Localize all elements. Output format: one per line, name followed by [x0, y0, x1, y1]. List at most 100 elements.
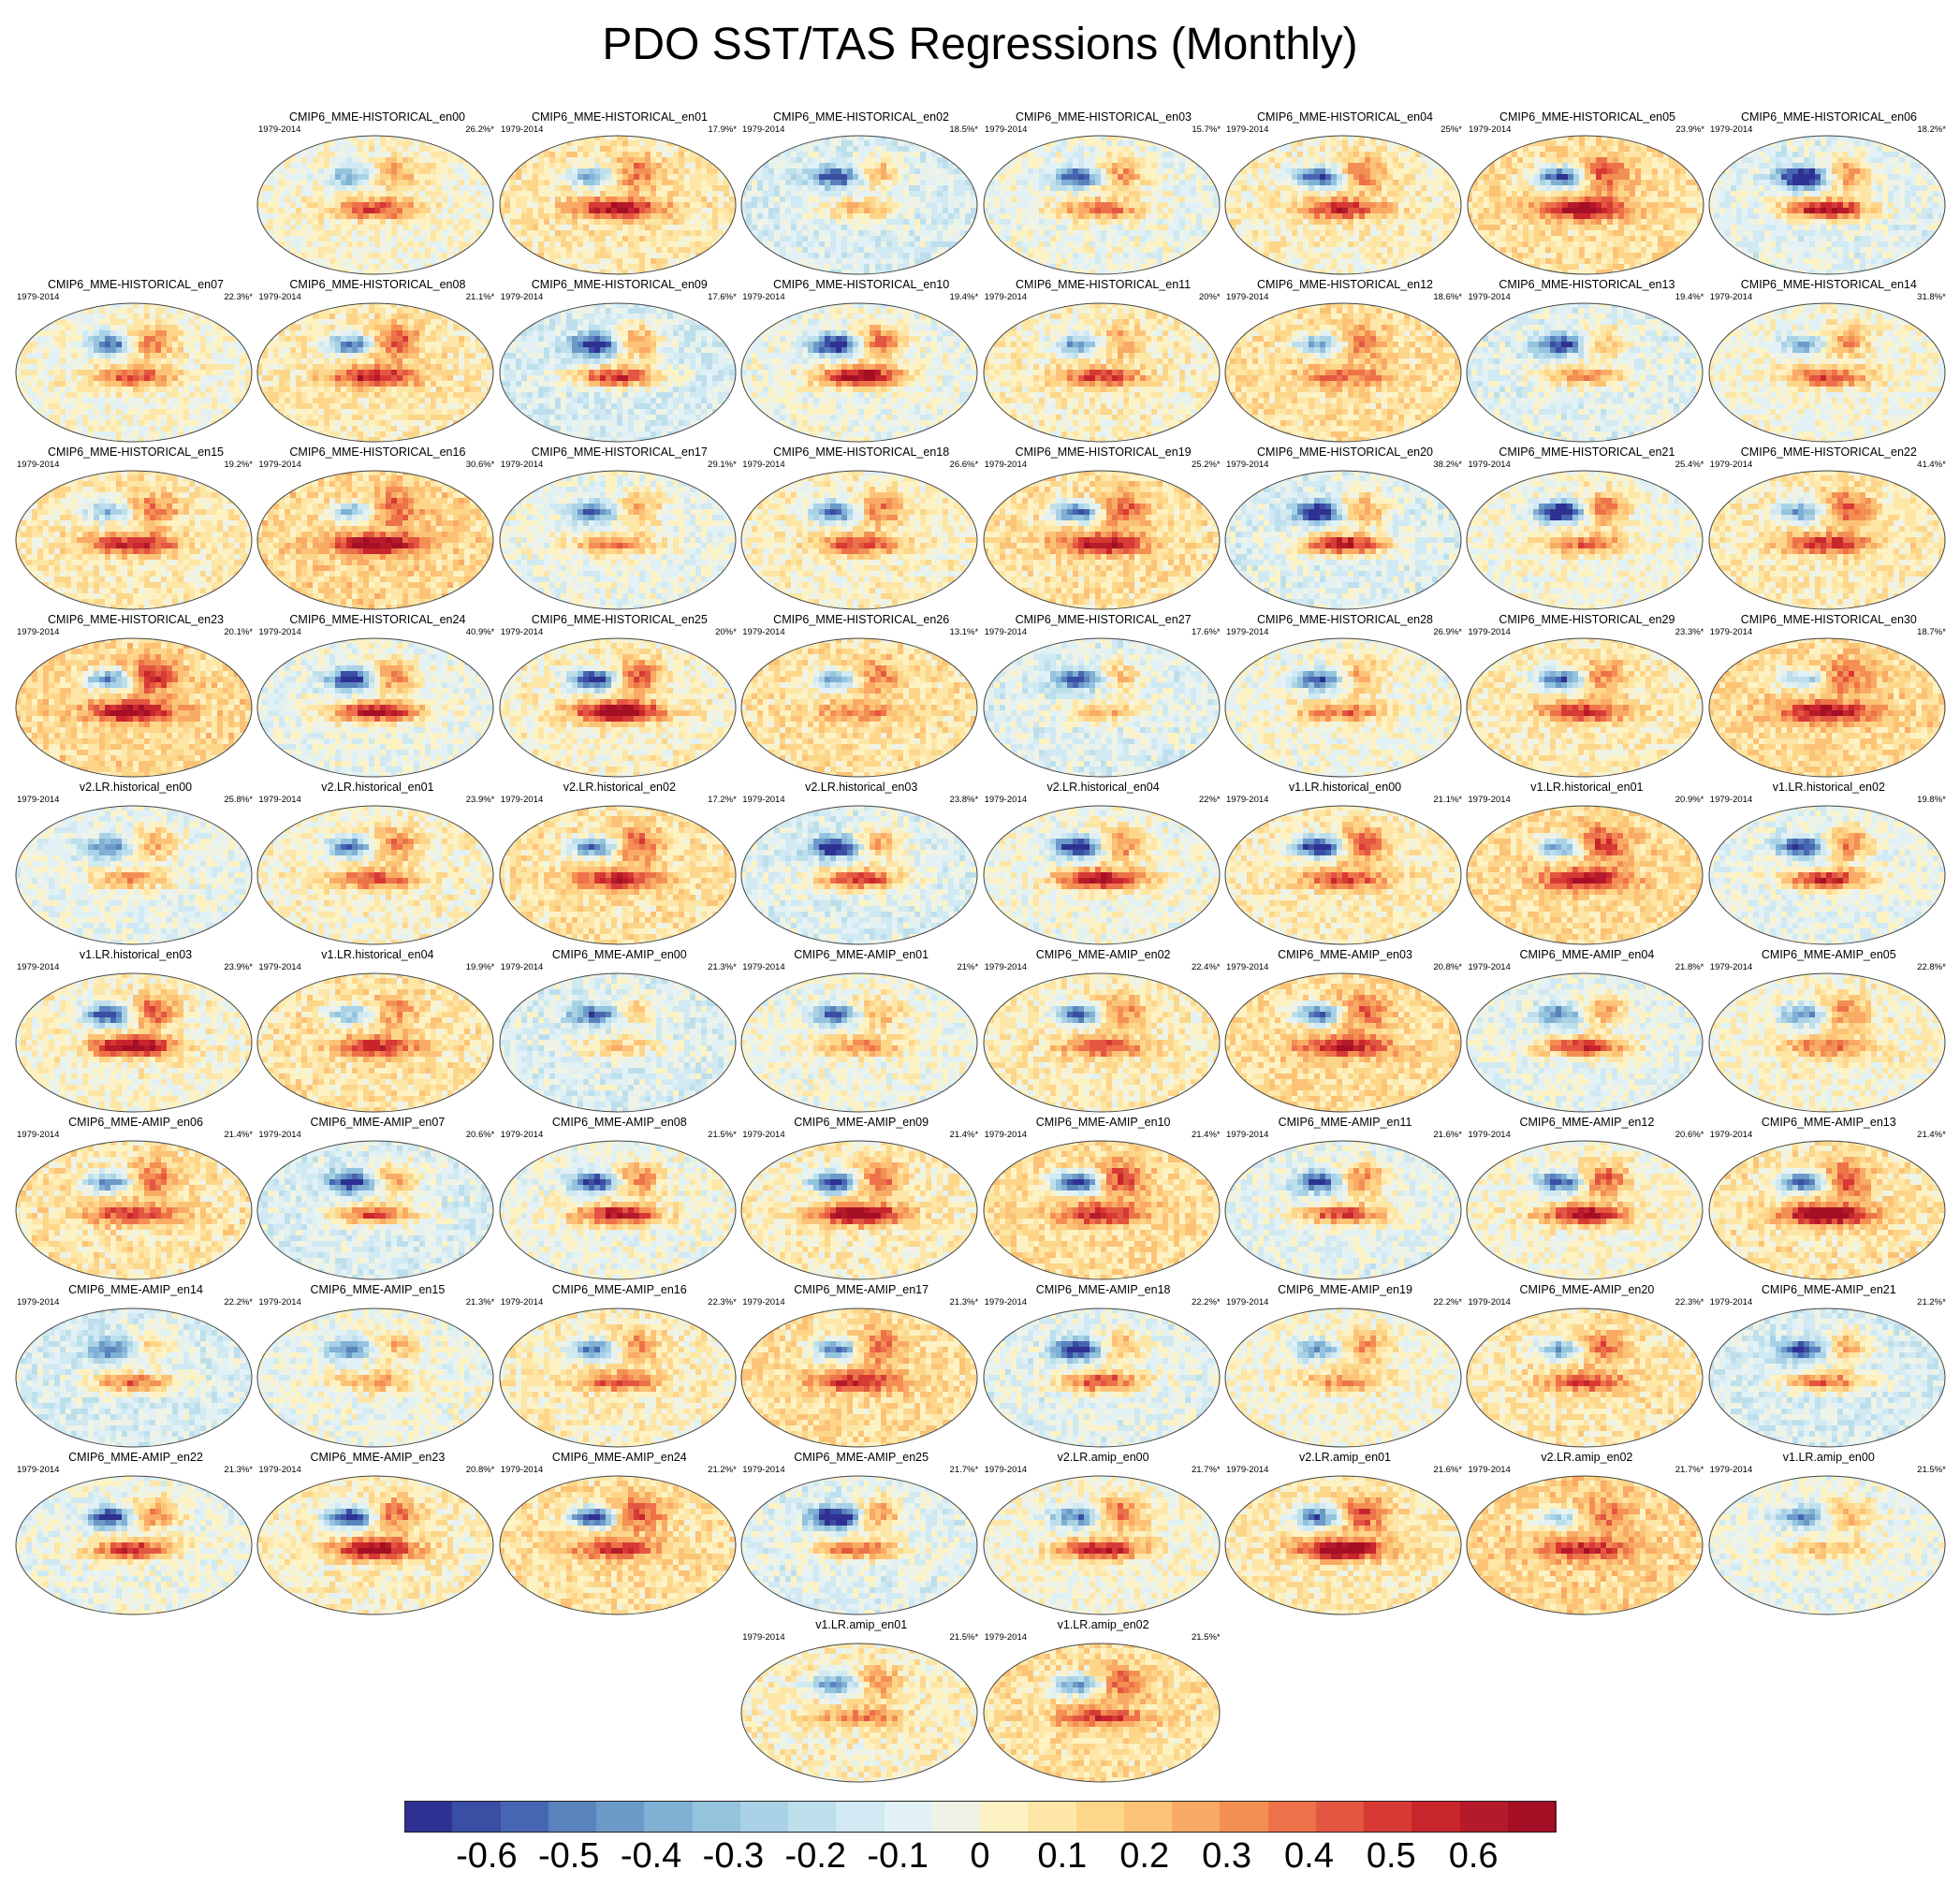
map-panel: CMIP6_MME-HISTORICAL_en29 1979-2014 23.3%* — [1466, 613, 1707, 778]
panel-variance: 20.6%* — [466, 1130, 495, 1140]
panel-title: CMIP6_MME-HISTORICAL_en02 — [740, 110, 982, 124]
panel-variance: 22.3%* — [708, 1297, 737, 1307]
panel-variance: 20.8%* — [466, 1465, 495, 1475]
panel-period: 1979-2014 — [1226, 1297, 1268, 1307]
panel-variance: 21.7%* — [950, 1465, 979, 1475]
regression-map — [1467, 135, 1704, 275]
panel-period: 1979-2014 — [985, 795, 1027, 805]
panel-variance: 17.9%* — [708, 124, 737, 135]
colorbar-tick-label: 0.2 — [1119, 1836, 1169, 1877]
panel-title: v1.LR.historical_en04 — [256, 948, 498, 961]
map-panel: v2.LR.historical_en00 1979-2014 25.8%* — [15, 781, 256, 945]
panel-title: CMIP6_MME-HISTORICAL_en18 — [740, 446, 982, 459]
regression-map — [1708, 805, 1946, 945]
panel-variance: 25.4%* — [1675, 460, 1704, 470]
colorbar-tick-label: 0.6 — [1449, 1836, 1499, 1877]
panel-title: CMIP6_MME-AMIP_en20 — [1466, 1283, 1707, 1296]
regression-map — [1466, 1475, 1704, 1615]
panel-title: CMIP6_MME-AMIP_en01 — [740, 948, 982, 961]
panel-title: CMIP6_MME-AMIP_en00 — [499, 948, 740, 961]
panel-period: 1979-2014 — [742, 1465, 784, 1475]
panel-title: CMIP6_MME-HISTORICAL_en13 — [1466, 278, 1707, 291]
panel-period: 1979-2014 — [258, 1297, 300, 1307]
map-panel: CMIP6_MME-AMIP_en03 1979-2014 20.8%* — [1224, 948, 1466, 1113]
panel-variance: 19.9%* — [466, 962, 495, 972]
regression-map — [1224, 637, 1462, 778]
map-panel: CMIP6_MME-AMIP_en23 1979-2014 20.8%* — [256, 1451, 498, 1615]
regression-map — [15, 972, 253, 1113]
map-panel: CMIP6_MME-AMIP_en07 1979-2014 20.6%* — [256, 1116, 498, 1280]
panel-variance: 17.6%* — [708, 292, 737, 302]
map-panel: CMIP6_MME-HISTORICAL_en02 1979-2014 18.5%* — [740, 110, 982, 275]
panel-period: 1979-2014 — [1226, 962, 1268, 972]
regression-map — [256, 637, 494, 778]
panel-variance: 18.5%* — [949, 124, 978, 135]
regression-map — [740, 1140, 978, 1280]
panel-period: 1979-2014 — [1468, 1465, 1510, 1475]
colorbar-tick-label: -0.2 — [785, 1836, 846, 1877]
panel-period: 1979-2014 — [258, 1465, 300, 1475]
map-panel: CMIP6_MME-HISTORICAL_en20 1979-2014 38.2%* — [1224, 446, 1466, 610]
panel-variance: 23.3%* — [1675, 627, 1704, 637]
map-panel: CMIP6_MME-HISTORICAL_en24 1979-2014 40.9%* — [256, 613, 498, 778]
map-panel: CMIP6_MME-AMIP_en25 1979-2014 21.7%* — [740, 1451, 982, 1615]
panel-title: CMIP6_MME-HISTORICAL_en25 — [499, 613, 740, 626]
colorbar-tick-label: 0.5 — [1367, 1836, 1416, 1877]
panel-variance: 21.5%* — [950, 1632, 979, 1643]
panel-variance: 21%* — [957, 962, 978, 972]
panel-variance: 21.3%* — [708, 962, 737, 972]
map-panel: CMIP6_MME-HISTORICAL_en08 1979-2014 21.1%* — [256, 278, 498, 443]
panel-title: CMIP6_MME-HISTORICAL_en23 — [15, 613, 256, 626]
panel-title: CMIP6_MME-AMIP_en18 — [983, 1283, 1224, 1296]
panel-variance: 21.4%* — [1917, 1130, 1946, 1140]
panel-period: 1979-2014 — [985, 627, 1027, 637]
panel-variance: 21.5%* — [1192, 1632, 1221, 1643]
regression-map — [1708, 972, 1946, 1113]
panel-period: 1979-2014 — [17, 962, 59, 972]
regression-map — [1466, 1140, 1704, 1280]
regression-map — [1224, 972, 1462, 1113]
map-panel: CMIP6_MME-AMIP_en15 1979-2014 21.3%* — [256, 1283, 498, 1448]
panel-period: 1979-2014 — [1226, 795, 1268, 805]
regression-map — [1224, 302, 1462, 443]
panel-period: 1979-2014 — [742, 124, 784, 135]
panel-variance: 20%* — [715, 627, 737, 637]
regression-map — [983, 1475, 1221, 1615]
map-panel: CMIP6_MME-AMIP_en18 1979-2014 22.2%* — [983, 1283, 1224, 1448]
colorbar-tick-label: 0.1 — [1037, 1836, 1087, 1877]
regression-map — [1224, 470, 1462, 610]
map-panel: CMIP6_MME-HISTORICAL_en16 1979-2014 30.6%* — [256, 446, 498, 610]
panel-variance: 23.9%* — [224, 962, 253, 972]
regression-map — [1466, 302, 1704, 443]
regression-map — [983, 1643, 1221, 1783]
panel-period: 1979-2014 — [985, 1465, 1027, 1475]
panel-variance: 25%* — [1441, 124, 1462, 135]
panel-title: CMIP6_MME-AMIP_en17 — [740, 1283, 982, 1296]
panel-title: v2.LR.historical_en03 — [740, 781, 982, 794]
map-panel: CMIP6_MME-AMIP_en01 1979-2014 21%* — [740, 948, 982, 1113]
regression-map — [499, 1140, 737, 1280]
panel-variance: 19.8%* — [1917, 795, 1946, 805]
regression-map — [740, 1643, 978, 1783]
panel-period: 1979-2014 — [1226, 124, 1268, 135]
map-panel: CMIP6_MME-HISTORICAL_en04 1979-2014 25%* — [1224, 110, 1466, 275]
map-panel: CMIP6_MME-HISTORICAL_en30 1979-2014 18.7%* — [1708, 613, 1950, 778]
panel-title: CMIP6_MME-HISTORICAL_en26 — [740, 613, 982, 626]
panel-variance: 21.8%* — [1675, 962, 1704, 972]
regression-map — [983, 1307, 1221, 1448]
panel-title: CMIP6_MME-AMIP_en25 — [740, 1451, 982, 1464]
panel-variance: 22.2%* — [1192, 1297, 1221, 1307]
panel-period: 1979-2014 — [1468, 627, 1510, 637]
map-panel: CMIP6_MME-HISTORICAL_en19 1979-2014 25.2%* — [983, 446, 1224, 610]
colorbar-tick-label: 0.3 — [1202, 1836, 1251, 1877]
regression-map — [1708, 135, 1946, 275]
panel-period: 1979-2014 — [1468, 1130, 1510, 1140]
regression-map — [1708, 302, 1946, 443]
regression-map — [1466, 972, 1704, 1113]
panel-period: 1979-2014 — [501, 460, 543, 470]
panel-title: v2.LR.amip_en02 — [1466, 1451, 1707, 1464]
panel-title: CMIP6_MME-HISTORICAL_en07 — [15, 278, 256, 291]
panel-variance: 21.4%* — [224, 1130, 253, 1140]
panel-title: CMIP6_MME-AMIP_en15 — [256, 1283, 498, 1296]
regression-map — [983, 972, 1221, 1113]
